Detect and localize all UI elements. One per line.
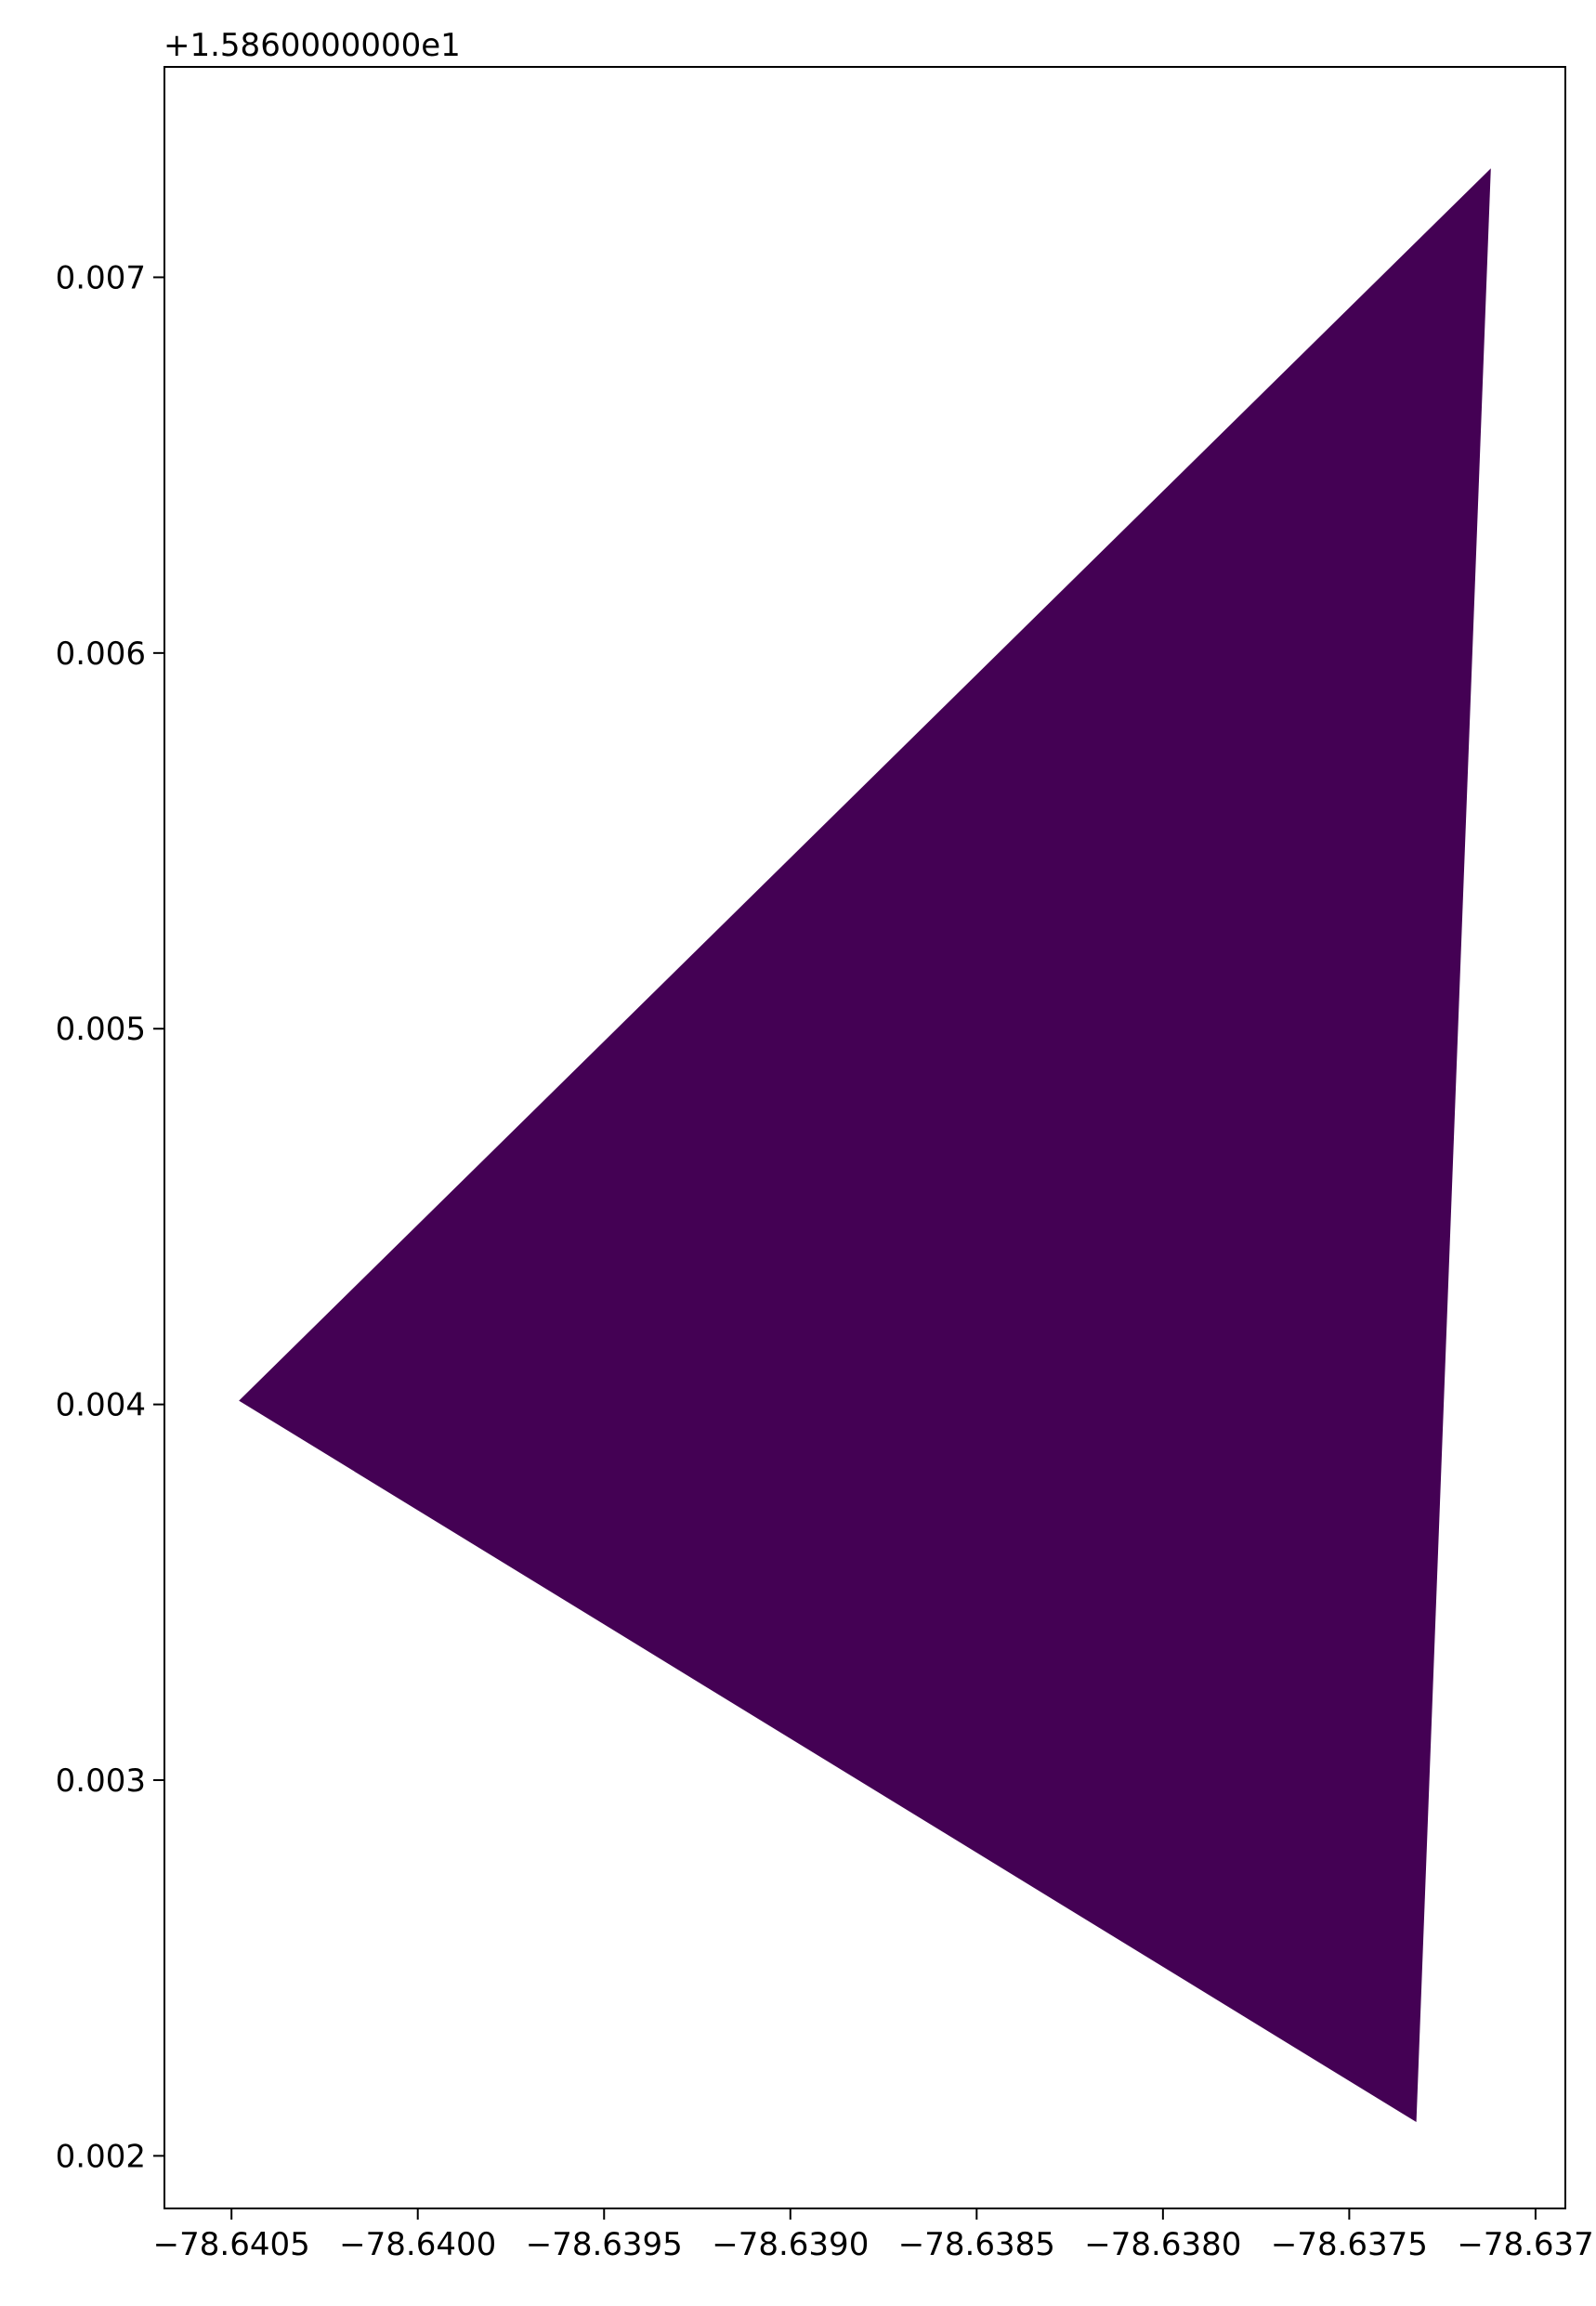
y-tick-label: 0.007 (56, 259, 146, 296)
x-tick-label: −78.6385 (898, 2226, 1055, 2263)
axes: −78.6405 −78.6400 −78.6395 −78.6390 −78.6385… (56, 66, 1596, 2263)
axes-frame (164, 66, 1566, 2209)
x-tick-label: −78.6395 (526, 2226, 683, 2263)
plot-area (239, 168, 1491, 2123)
x-tick-label: −78.6400 (339, 2226, 496, 2263)
y-tick-label: 0.003 (56, 1762, 146, 1800)
x-tick-label: −78.6380 (1084, 2226, 1241, 2263)
x-tick-label: −78.6390 (712, 2226, 869, 2263)
y-offset-label: +1.5860000000e1 (164, 27, 461, 64)
y-tick-label: 0.002 (56, 2138, 146, 2175)
y-tick-label: 0.004 (56, 1387, 146, 1424)
polygon-shape (239, 168, 1491, 2123)
x-tick-label: −78.6375 (1271, 2226, 1428, 2263)
x-tick-label: −78.6405 (153, 2226, 310, 2263)
y-tick-label: 0.005 (56, 1011, 146, 1048)
y-tick-label: 0.006 (56, 635, 146, 673)
